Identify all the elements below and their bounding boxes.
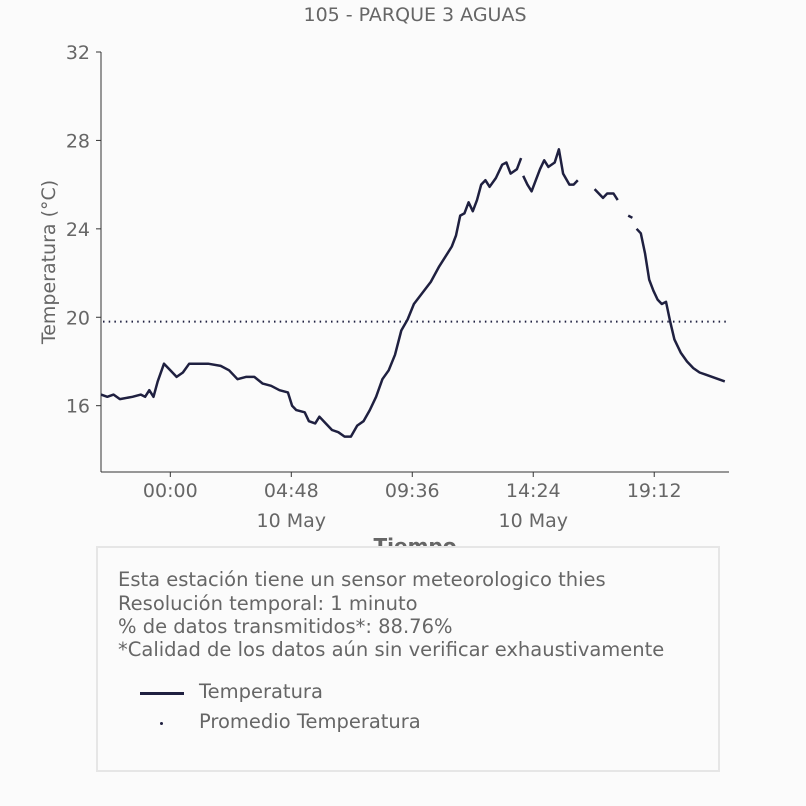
legend-label-temperatura: Temperatura [199,680,323,703]
y-axis-label: Temperatura (°C) [38,180,60,345]
legend-label-promedio: Promedio Temperatura [199,710,421,733]
temperature-series-line [635,227,726,383]
temperature-series-line [627,214,633,219]
x-tick-date-label: 10 May [257,510,327,532]
series-layer [100,148,727,438]
chart-title: 105 - PARQUE 3 AGUAS [303,4,526,26]
temperature-series-line [100,157,523,438]
info-line-sensor: Esta estación tiene un sensor meteorolog… [118,568,606,591]
x-ticks: 00:00 04:48 10 May 09:36 14:24 10 May 19:12 [143,472,682,532]
y-tick-label: 16 [66,396,90,418]
legend-swatch-promedio [160,722,163,725]
x-tick-date-label: 10 May [498,510,568,532]
temperature-series-line [522,148,579,193]
y-tick-label: 20 [66,307,90,329]
info-line-transmitted: % de datos transmitidos*: 88.76% [118,615,453,638]
x-tick-label: 09:36 [385,480,440,502]
y-tick-label: 24 [66,219,90,241]
info-line-resolution: Resolución temporal: 1 minuto [118,592,418,615]
x-tick-label: 00:00 [143,480,198,502]
y-ticks: 16 20 24 28 32 [66,42,101,418]
x-tick-label: 14:24 [506,480,561,502]
x-tick-label: 04:48 [264,480,319,502]
info-legend-box: Esta estación tiene un sensor meteorolog… [96,546,720,772]
y-tick-label: 32 [66,42,90,64]
y-tick-label: 28 [66,130,90,152]
x-tick-label: 19:12 [627,480,682,502]
temperature-series-line [593,188,619,201]
legend-swatch-temperatura [140,692,184,695]
info-line-quality: *Calidad de los datos aún sin verificar … [118,638,665,661]
